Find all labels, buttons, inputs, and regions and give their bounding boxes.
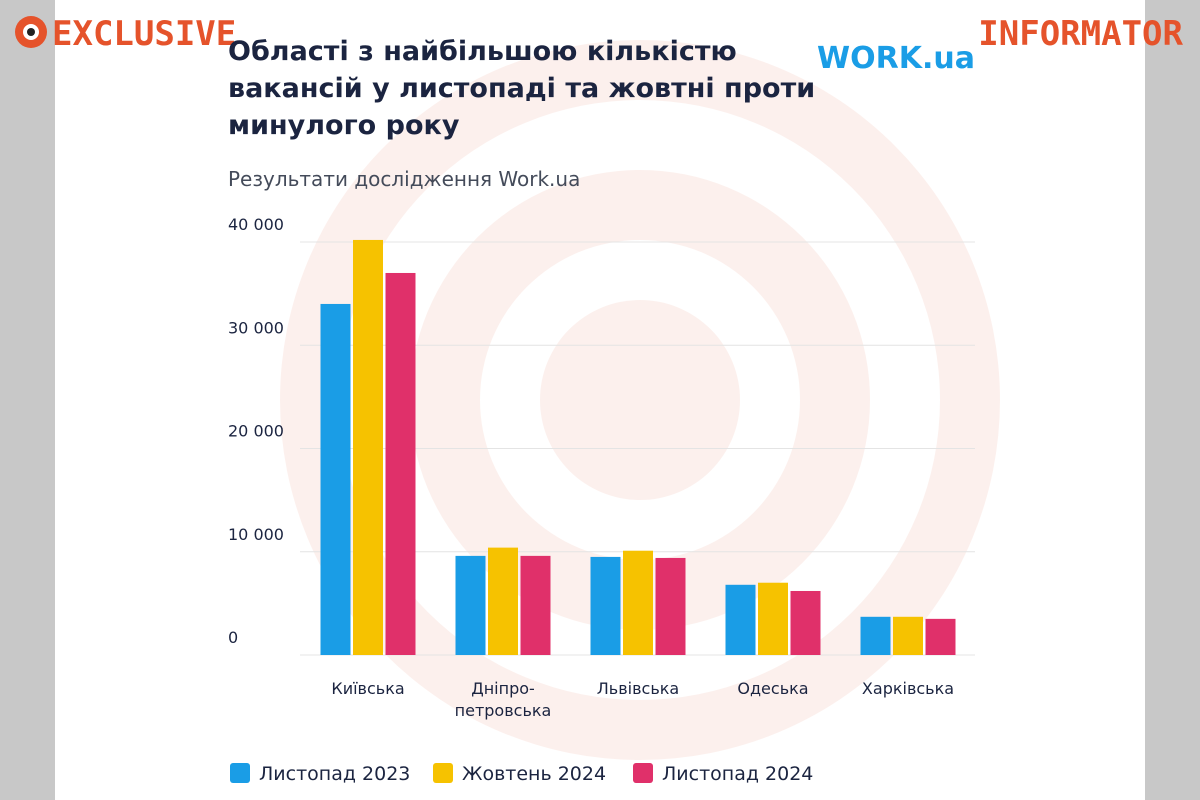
bar xyxy=(893,616,923,655)
legend-label: Листопад 2024 xyxy=(662,763,813,785)
x-tick-label: Харківська xyxy=(862,679,954,698)
y-tick-label: 30 000 xyxy=(228,318,284,337)
legend-swatch xyxy=(230,763,250,783)
y-tick-label: 0 xyxy=(228,628,238,647)
bar xyxy=(488,547,518,655)
bar xyxy=(385,272,416,655)
chart-title: Області з найбільшою кількістю вакансій у… xyxy=(228,36,815,141)
chart-subtitle: Результати дослідження Work.ua xyxy=(228,167,580,191)
logo: WORK.ua xyxy=(817,41,975,76)
brand-left: EXCLUSIVE xyxy=(52,14,236,54)
brand-right: INFORMATOR xyxy=(978,14,1183,54)
bar xyxy=(655,557,686,655)
side-panel xyxy=(0,0,55,800)
legend-label: Жовтень 2024 xyxy=(462,763,606,785)
y-tick-label: 20 000 xyxy=(228,422,284,441)
bar xyxy=(925,618,956,655)
bar xyxy=(455,555,486,655)
bar xyxy=(758,582,788,655)
x-tick-label: Дніпро-петровська xyxy=(455,679,552,720)
bar xyxy=(353,239,383,655)
side-panel xyxy=(1145,0,1200,800)
bar xyxy=(725,584,756,655)
bar xyxy=(623,550,653,655)
bar xyxy=(790,590,821,655)
y-tick-label: 40 000 xyxy=(228,215,284,234)
bar xyxy=(590,556,621,655)
y-tick-label: 10 000 xyxy=(228,525,284,544)
x-tick-label: Київська xyxy=(331,679,404,698)
bar xyxy=(320,303,351,655)
x-tick-label: Львівська xyxy=(597,679,679,698)
bar xyxy=(860,616,891,655)
eye-icon xyxy=(27,28,35,36)
x-tick-label: Одеська xyxy=(737,679,808,698)
legend-label: Листопад 2023 xyxy=(259,763,410,785)
legend-swatch xyxy=(433,763,453,783)
bar xyxy=(520,555,551,655)
legend-swatch xyxy=(633,763,653,783)
